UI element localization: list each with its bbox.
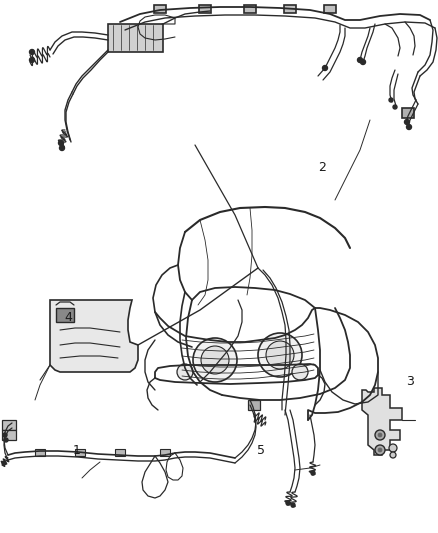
Circle shape	[311, 471, 315, 475]
Polygon shape	[50, 300, 138, 372]
Circle shape	[266, 341, 294, 369]
Text: 2: 2	[318, 161, 326, 174]
Circle shape	[291, 503, 295, 507]
Circle shape	[2, 461, 6, 465]
Bar	[115, 449, 125, 456]
Circle shape	[60, 146, 64, 150]
Circle shape	[393, 105, 397, 109]
Circle shape	[59, 141, 64, 146]
Bar	[56, 308, 74, 322]
Bar	[35, 449, 45, 456]
Bar	[2, 420, 16, 430]
Circle shape	[389, 98, 393, 102]
Bar	[108, 24, 163, 52]
Circle shape	[286, 501, 290, 505]
Circle shape	[322, 66, 328, 70]
Polygon shape	[362, 388, 402, 455]
Circle shape	[375, 445, 385, 455]
Circle shape	[390, 452, 396, 458]
Text: 4: 4	[64, 311, 72, 324]
Circle shape	[378, 433, 382, 437]
Bar	[154, 5, 166, 13]
Bar	[199, 5, 211, 13]
Bar	[75, 449, 85, 456]
Circle shape	[193, 338, 237, 382]
Text: 1: 1	[73, 444, 81, 457]
Bar	[248, 400, 260, 410]
Circle shape	[201, 346, 229, 374]
Circle shape	[389, 444, 397, 452]
Circle shape	[360, 60, 365, 64]
Bar	[324, 5, 336, 13]
Circle shape	[29, 58, 35, 62]
Circle shape	[4, 438, 8, 442]
Text: 3: 3	[406, 375, 413, 387]
Circle shape	[3, 433, 7, 437]
Bar	[2, 430, 16, 440]
Bar	[244, 5, 256, 13]
Bar	[402, 108, 414, 118]
Circle shape	[405, 119, 410, 125]
Circle shape	[375, 430, 385, 440]
Circle shape	[378, 448, 382, 452]
Circle shape	[357, 58, 363, 62]
Circle shape	[177, 364, 193, 380]
Circle shape	[258, 333, 302, 377]
Bar	[284, 5, 296, 13]
Text: 5: 5	[257, 444, 265, 457]
Bar	[160, 449, 170, 456]
Circle shape	[292, 364, 308, 380]
Circle shape	[29, 50, 35, 54]
Circle shape	[406, 125, 411, 130]
